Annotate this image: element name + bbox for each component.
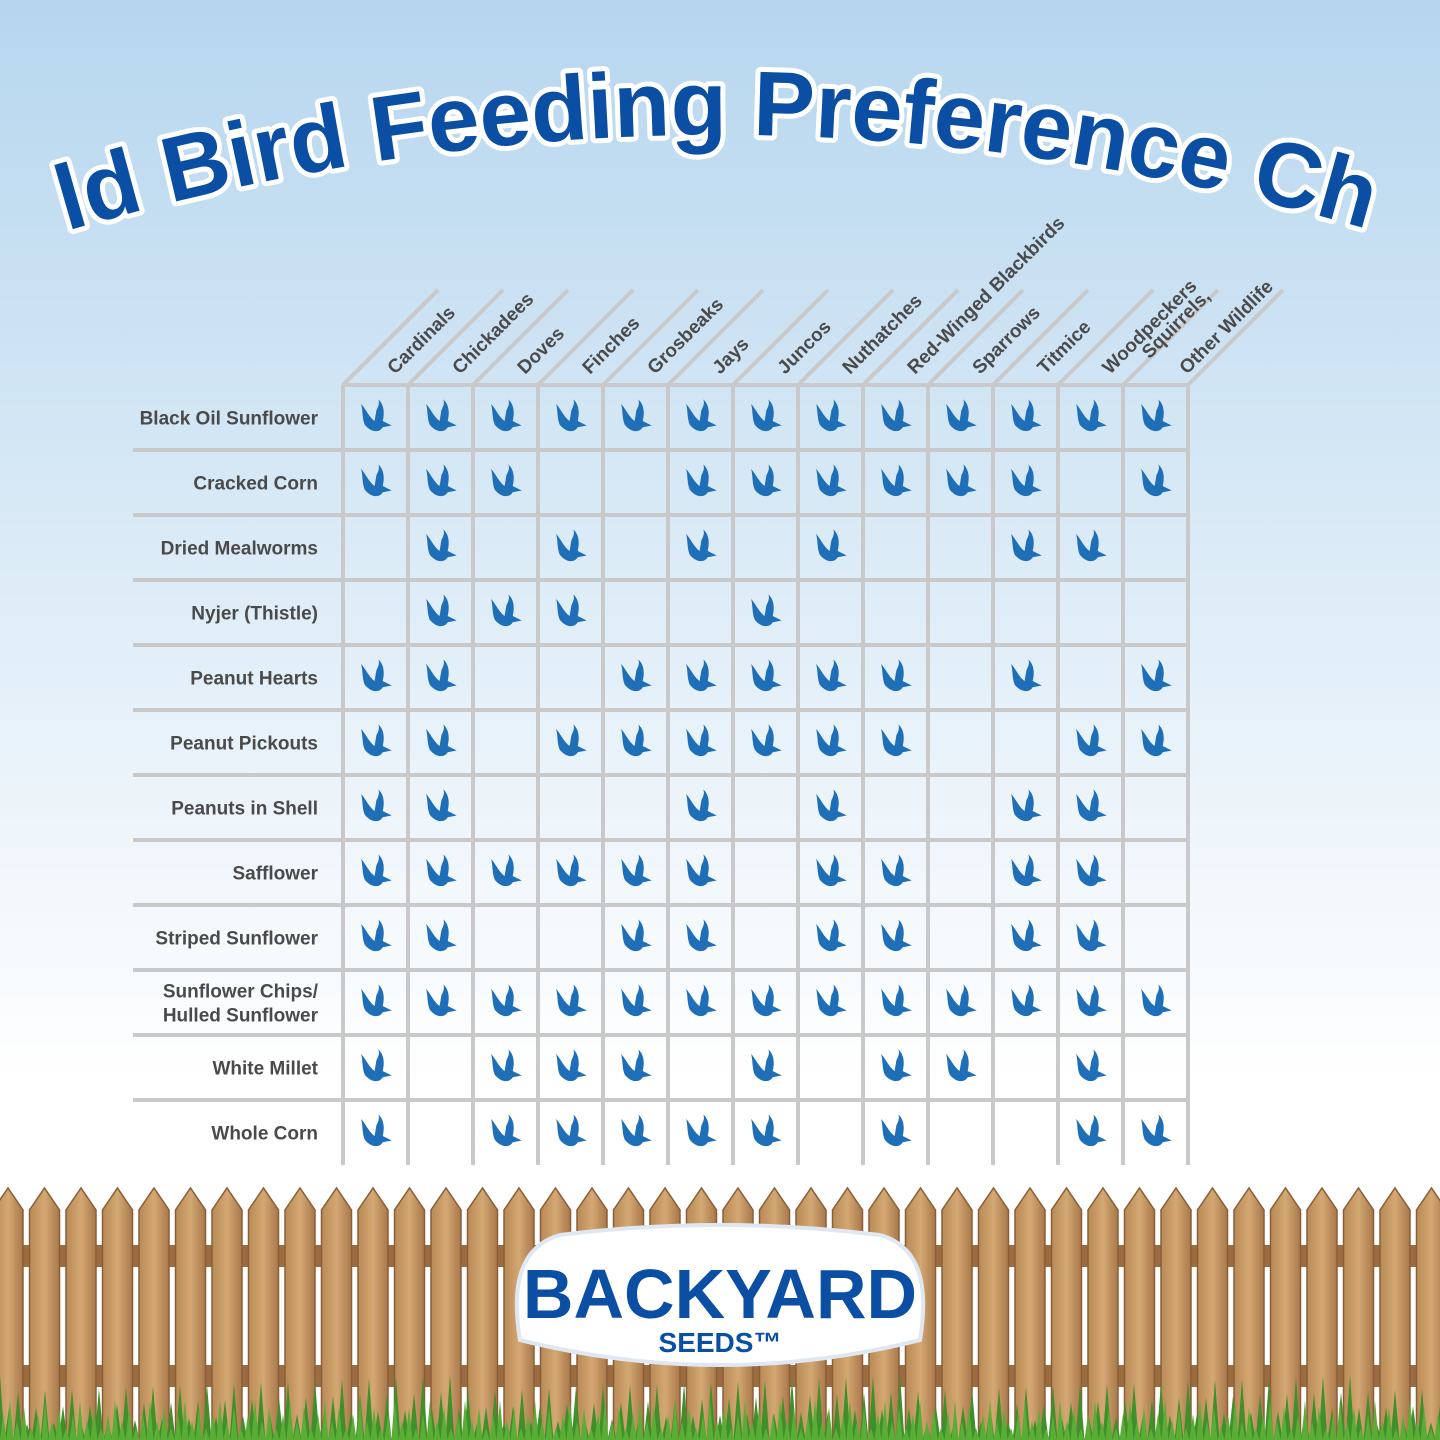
header-line [341, 288, 440, 387]
header-line [991, 288, 1090, 387]
fence-picket [138, 1186, 170, 1440]
grass [0, 1400, 1440, 1440]
row-label: Peanuts in Shell [171, 799, 318, 820]
row-label: Sunflower Chips/ [163, 982, 319, 1003]
row-label: Safflower [232, 864, 318, 885]
fence-picket [0, 1186, 24, 1440]
row-label: Cracked Corn [193, 474, 318, 495]
fence-picket [1415, 1186, 1440, 1440]
row-label: Peanut Pickouts [170, 734, 318, 755]
row-label: Black Oil Sunflower [140, 409, 319, 430]
fence-picket [430, 1186, 462, 1440]
fence-picket [1123, 1186, 1156, 1440]
header-line [796, 288, 895, 387]
fence-picket [393, 1186, 426, 1440]
row-label: Dried Mealworms [161, 539, 318, 560]
row-label: Striped Sunflower [155, 929, 318, 950]
fence-picket [1087, 1186, 1119, 1440]
fence-picket [1050, 1186, 1083, 1440]
logo-sub: SEEDS™ [659, 1327, 782, 1358]
fence-picket [1342, 1186, 1375, 1440]
fence-picket [247, 1186, 280, 1440]
fence-picket [1379, 1186, 1411, 1440]
header-line [536, 288, 635, 387]
header-line [926, 288, 1025, 387]
header-line [601, 288, 700, 387]
fence-picket [466, 1186, 499, 1440]
header-line [861, 288, 960, 387]
fence-picket [320, 1186, 353, 1440]
fence-picket [1233, 1186, 1265, 1440]
fence-picket [977, 1186, 1010, 1440]
fence-picket [284, 1186, 316, 1440]
header-line [406, 288, 505, 387]
row-label: Whole Corn [211, 1124, 318, 1145]
fence-picket [357, 1186, 389, 1440]
row-label: Hulled Sunflower [163, 1006, 319, 1027]
fence-picket [1196, 1186, 1229, 1440]
header-line [666, 288, 765, 387]
fence-picket [1269, 1186, 1302, 1440]
fence-picket [28, 1186, 61, 1440]
header-line [731, 288, 830, 387]
fence-picket [1306, 1186, 1338, 1440]
row-label: Peanut Hearts [190, 669, 318, 690]
header-line [471, 288, 570, 387]
logo: BACKYARD SEEDS™ [514, 1223, 926, 1367]
fence-picket [65, 1186, 97, 1440]
fence-picket [941, 1186, 973, 1440]
header-line [1056, 288, 1155, 387]
header-line [1121, 288, 1220, 387]
fence-picket [101, 1186, 134, 1440]
fence-picket [1014, 1186, 1046, 1440]
fence-picket [1160, 1186, 1192, 1440]
fence-picket [174, 1186, 207, 1440]
logo-name: BACKYARD [523, 1255, 917, 1333]
fence-picket [211, 1186, 243, 1440]
header-line [1186, 288, 1285, 387]
row-label: White Millet [212, 1059, 318, 1080]
row-label: Nyjer (Thistle) [191, 604, 318, 625]
